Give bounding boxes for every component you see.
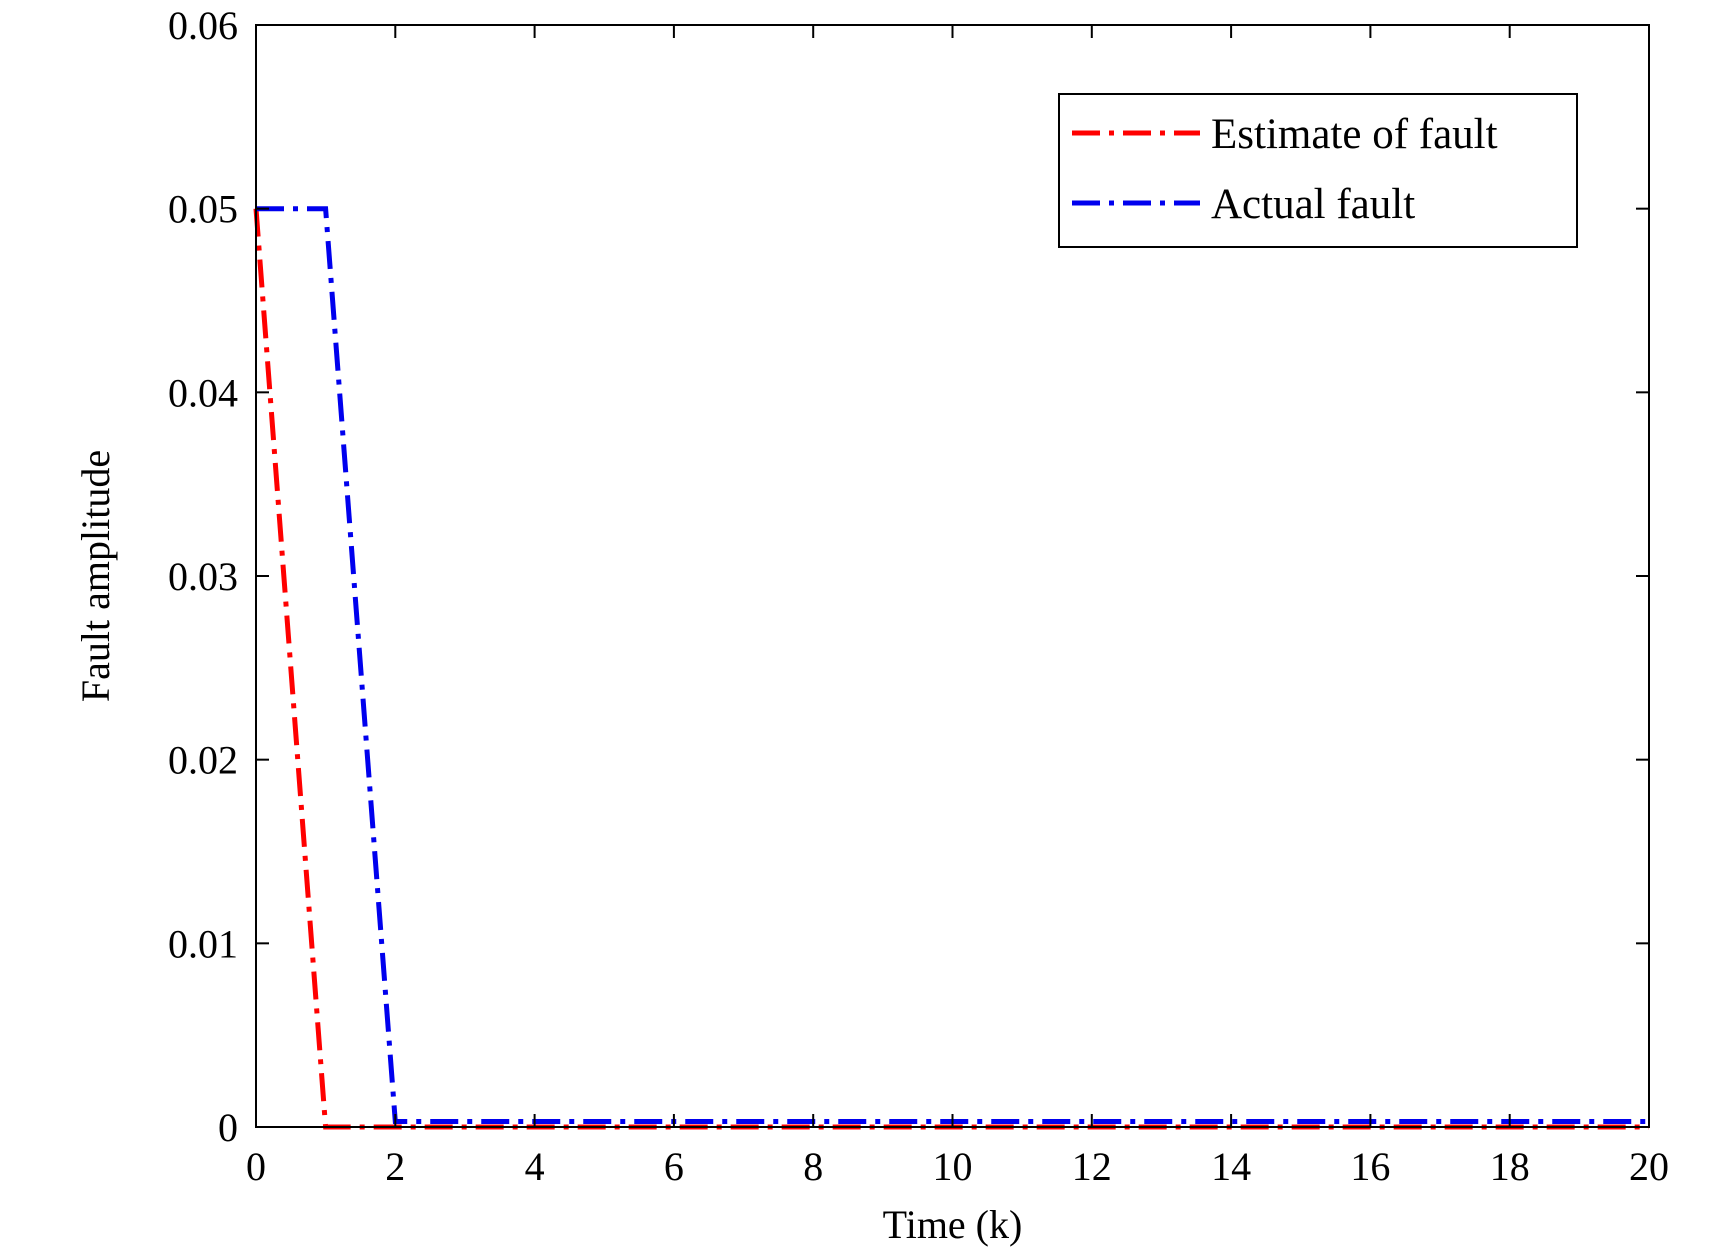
y-tick-label: 0.05 [168, 187, 238, 232]
y-axis-label: Fault amplitude [73, 450, 118, 702]
y-tick-label: 0.01 [168, 921, 238, 966]
y-tick-label: 0.06 [168, 3, 238, 48]
x-tick-label: 16 [1350, 1144, 1390, 1189]
x-tick-label: 14 [1211, 1144, 1251, 1189]
legend-label-1: Estimate of fault [1211, 111, 1498, 158]
x-tick-label: 8 [803, 1144, 823, 1189]
x-tick-label: 0 [246, 1144, 266, 1189]
x-tick-label: 2 [385, 1144, 405, 1189]
x-tick-label: 12 [1072, 1144, 1112, 1189]
y-tick-label: 0.04 [168, 370, 238, 415]
x-tick-label: 10 [933, 1144, 973, 1189]
x-tick-label: 20 [1629, 1144, 1669, 1189]
legend: Estimate of fault Actual fault [1058, 93, 1578, 248]
x-tick-label: 4 [525, 1144, 545, 1189]
y-tick-label: 0.02 [168, 738, 238, 783]
tick-layer: 0 2 4 6 8 10 12 14 16 18 20 0 0.01 0.02 0.03 0.04 0.05 0.… [168, 3, 1669, 1189]
legend-box [1058, 93, 1578, 248]
legend-label-2: Actual fault [1211, 181, 1415, 228]
y-tick-label: 0.03 [168, 554, 238, 599]
x-tick-label: 6 [664, 1144, 684, 1189]
x-axis-label: Time (k) [883, 1202, 1023, 1247]
y-tick-label: 0 [218, 1105, 238, 1150]
x-tick-label: 18 [1490, 1144, 1530, 1189]
